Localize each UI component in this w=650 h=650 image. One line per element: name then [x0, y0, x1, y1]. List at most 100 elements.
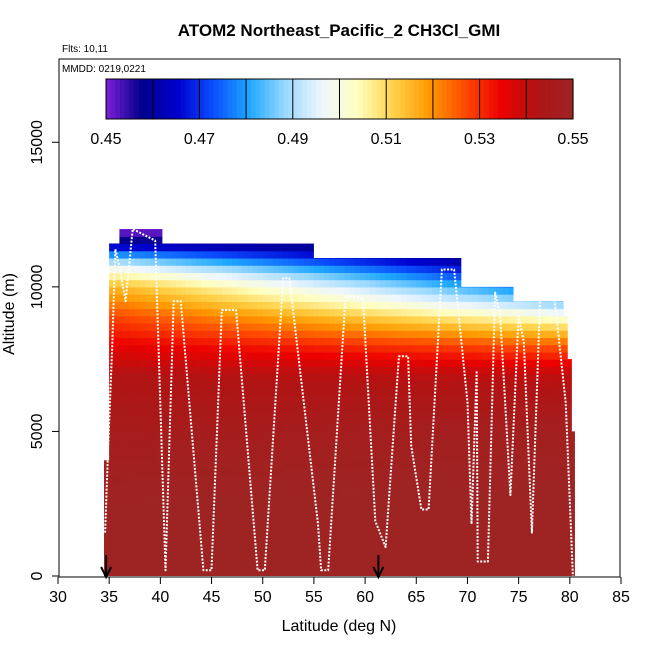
heatmap-cell	[436, 366, 443, 375]
colorbar-segment	[208, 79, 215, 119]
heatmap-cell	[180, 409, 187, 418]
colorbar-segment	[148, 79, 154, 119]
heatmap-cell	[104, 496, 105, 505]
heatmap-cell	[324, 229, 330, 237]
heatmap-cell	[221, 301, 228, 310]
heatmap-cell	[354, 416, 361, 425]
heatmap-cell	[160, 568, 167, 576]
heatmap-cell	[324, 554, 330, 563]
heatmap-cell	[211, 547, 218, 555]
heatmap-cell	[221, 279, 228, 288]
heatmap-cell	[339, 438, 346, 447]
heatmap-cell	[278, 453, 284, 461]
heatmap-cell	[216, 380, 223, 389]
heatmap-cell	[426, 431, 433, 440]
heatmap-cell	[482, 373, 489, 382]
heatmap-cell	[185, 308, 192, 317]
heatmap-cell	[457, 503, 463, 512]
heatmap-cell	[299, 215, 305, 223]
heatmap-cell	[569, 366, 575, 375]
heatmap-cell	[319, 323, 325, 331]
heatmap-cell	[339, 229, 346, 230]
heatmap-cell	[185, 532, 192, 541]
heatmap-cell	[503, 215, 509, 223]
heatmap-cell	[155, 467, 161, 476]
heatmap-cell	[267, 265, 274, 273]
heatmap-cell	[303, 279, 310, 288]
heatmap-cell	[165, 561, 172, 570]
heatmap-cell	[498, 250, 504, 259]
heatmap-cell	[452, 301, 458, 310]
heatmap-cell	[457, 489, 463, 498]
heatmap-cell	[267, 489, 274, 498]
heatmap-cell	[487, 250, 494, 259]
heatmap-cell	[431, 510, 438, 519]
heatmap-cell	[160, 257, 167, 266]
heatmap-cell	[539, 243, 545, 252]
heatmap-cell	[513, 366, 520, 375]
heatmap-cell	[329, 380, 335, 389]
heatmap-cell	[278, 366, 284, 375]
heatmap-cell	[191, 503, 197, 512]
heatmap-cell	[395, 518, 402, 526]
heatmap-cell	[349, 236, 356, 245]
heatmap-cell	[216, 438, 223, 447]
heatmap-cell	[319, 272, 325, 281]
heatmap-cell	[487, 496, 494, 505]
heatmap-cell	[257, 395, 264, 404]
heatmap-cell	[139, 424, 146, 433]
heatmap-cell	[457, 265, 463, 273]
heatmap-cell	[324, 351, 330, 360]
heatmap-cell	[334, 272, 341, 281]
heatmap-cell	[441, 409, 448, 418]
heatmap-cell	[365, 416, 371, 425]
heatmap-cell	[252, 344, 259, 353]
heatmap-cell	[216, 453, 223, 461]
heatmap-cell	[124, 489, 131, 498]
heatmap-cell	[191, 467, 197, 476]
heatmap-cell	[155, 554, 161, 563]
heatmap-cell	[365, 424, 371, 433]
heatmap-cell	[426, 525, 433, 534]
heatmap-cell	[421, 474, 428, 483]
heatmap-cell	[226, 257, 233, 266]
heatmap-cell	[385, 265, 392, 273]
heatmap-cell	[503, 453, 509, 461]
heatmap-cell	[226, 351, 233, 360]
heatmap-cell	[180, 532, 187, 541]
heatmap-cell	[155, 474, 161, 483]
heatmap-cell	[267, 445, 274, 454]
heatmap-cell	[124, 503, 131, 512]
heatmap-cell	[503, 265, 509, 273]
heatmap-cell	[119, 438, 126, 447]
heatmap-cell	[395, 236, 402, 245]
heatmap-cell	[237, 257, 243, 266]
heatmap-cell	[575, 258, 581, 266]
heatmap-cell	[508, 438, 515, 447]
heatmap-cell	[559, 323, 566, 331]
heatmap-cell	[498, 416, 504, 425]
heatmap-cell	[564, 257, 571, 266]
heatmap-cell	[513, 359, 520, 367]
heatmap-cell	[400, 373, 407, 382]
heatmap-cell	[575, 345, 581, 353]
heatmap-cell	[170, 402, 177, 411]
heatmap-cell	[436, 373, 443, 382]
heatmap-cell	[385, 438, 392, 447]
heatmap-cell	[359, 359, 366, 367]
heatmap-cell	[104, 330, 110, 339]
heatmap-cell	[395, 424, 402, 433]
heatmap-cell	[544, 424, 550, 433]
heatmap-cell	[380, 257, 387, 266]
heatmap-cell	[539, 301, 545, 310]
heatmap-cell	[221, 431, 228, 440]
heatmap-cell	[232, 518, 238, 526]
heatmap-cell	[278, 388, 284, 396]
heatmap-cell	[416, 568, 422, 576]
heatmap-cell	[493, 568, 499, 576]
heatmap-cell	[452, 330, 458, 339]
colorbar-segment	[521, 79, 527, 119]
heatmap-cell	[462, 243, 469, 252]
heatmap-cell	[247, 323, 254, 331]
heatmap-cell	[226, 373, 233, 382]
